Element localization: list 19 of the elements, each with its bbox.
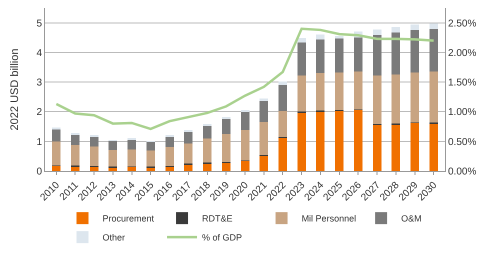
y-tick-label: 3 bbox=[36, 78, 42, 89]
legend-label: Other bbox=[102, 232, 126, 243]
y-tick-label: 5 bbox=[36, 18, 42, 30]
legend-label: Procurement bbox=[102, 214, 155, 224]
legend-label: Mil Personnel bbox=[302, 214, 356, 224]
y-tick-label: 4 bbox=[36, 48, 42, 59]
y-axis-title: 2022 USD billion bbox=[9, 48, 22, 130]
y2-tick-label: 2.00% bbox=[448, 48, 476, 59]
y-tick-label: 1 bbox=[36, 136, 42, 148]
y2-tick-label: 0.50% bbox=[448, 136, 476, 148]
legend-label: % of GDP bbox=[202, 232, 242, 243]
y2-tick-label: 1.00% bbox=[448, 107, 476, 118]
legend-label: RDT&E bbox=[202, 214, 233, 224]
y2-tick-label: 0.00% bbox=[448, 166, 476, 178]
y2-tick-label: 2.50% bbox=[448, 18, 476, 30]
y-tick-label: 0 bbox=[36, 166, 42, 178]
legend-label: O&M bbox=[401, 214, 422, 224]
y2-tick-label: 1.50% bbox=[448, 78, 476, 89]
y-tick-label: 2 bbox=[36, 107, 42, 118]
